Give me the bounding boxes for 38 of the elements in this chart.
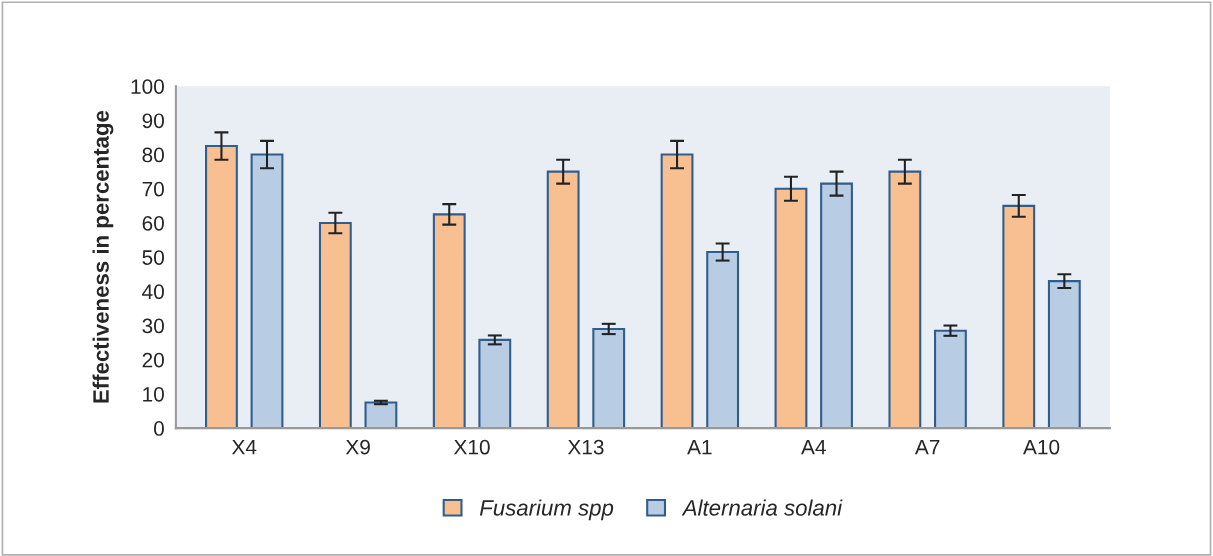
bar [706,250,740,429]
x-tick-label: A4 [801,440,826,455]
legend-label: Fusarium spp [479,499,614,521]
bar [546,170,580,429]
bar [250,153,284,429]
bar [820,182,853,429]
x-tick-label: X4 [231,440,257,455]
x-tick-label: X13 [567,439,604,455]
x-tick-label: A7 [914,440,940,455]
x-tick-label: A10 [1023,439,1060,455]
y-tick-label: 30 [142,318,164,334]
y-tick-label: 60 [142,215,164,231]
bar [592,327,626,429]
x-tick-label: A1 [687,440,712,455]
y-tick-label: 10 [143,386,164,402]
bar [1047,280,1081,429]
x-tick-label: X10 [453,439,490,455]
bar [774,187,808,429]
y-axis-title: Effectiveness in percentage [92,110,114,403]
legend-label: Alternaria solani [681,499,843,516]
y-tick-label: 50 [142,250,164,265]
bar [888,170,922,429]
y-tick-label: 40 [142,284,164,300]
y-tick-label: 80 [142,147,164,163]
y-tick-label: 20 [142,352,164,368]
bar [432,213,466,429]
y-tick-label: 100 [131,79,164,94]
bar [205,144,238,429]
y-tick-label: 0 [154,421,164,436]
y-tick-label: 70 [142,181,164,197]
bar [364,401,398,429]
bar [660,153,694,429]
bar [1002,204,1036,429]
bar [934,329,967,429]
x-tick-label: X9 [345,439,370,455]
bar [478,338,512,429]
bar [318,221,352,429]
y-tick-label: 90 [142,113,164,129]
